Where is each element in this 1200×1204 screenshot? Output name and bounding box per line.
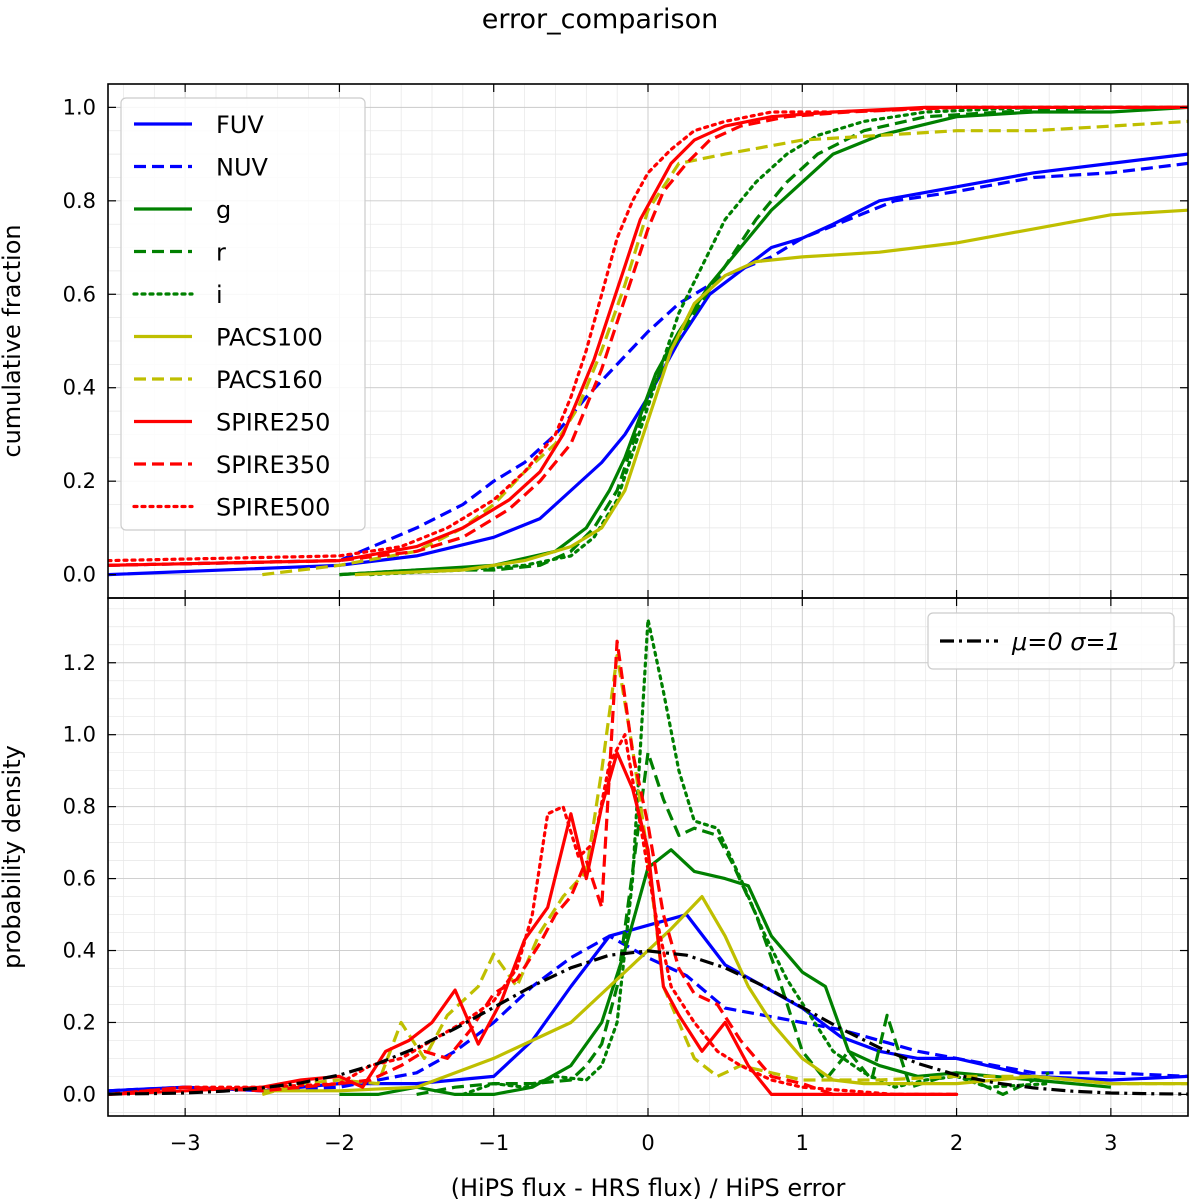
top-legend: FUV NUV gri PACS100 PACS160 SPIRE250 SPIRE350 S… (120, 97, 366, 531)
top-series-line-g (339, 105, 1188, 577)
x-tick-label: 2 (950, 1131, 963, 1155)
top-series-line-spire350 (108, 105, 1188, 567)
bottom-legend-box (927, 612, 1175, 670)
bottom-y-tick-label: 0.0 (63, 1082, 96, 1106)
top-series-line-fuv (108, 152, 1188, 577)
top-y-tick-label: 0.6 (63, 282, 96, 306)
x-tick-label: −2 (324, 1131, 355, 1155)
bottom-series-line-i (461, 617, 1051, 1097)
bottom-series-line-nuv (108, 934, 1188, 1093)
legend-label-pacs100: PACS100 (216, 324, 323, 352)
panel-probability: −3 −2 −1 0 1 2 3 0.0 0.2 0.4 0.6 0.8 1.0 1.2 probabil… (0, 597, 1189, 1202)
top-series-line-spire500 (108, 105, 1188, 563)
bottom-plot-area (108, 617, 1188, 1097)
x-tick-label: 1 (796, 1131, 809, 1155)
top-y-tick-label: 0.4 (63, 376, 96, 400)
top-series-lines (108, 105, 1188, 577)
x-tick-label: 0 (641, 1131, 654, 1155)
legend-label-spire500: SPIRE500 (216, 494, 330, 522)
legend-label-spire250: SPIRE250 (216, 409, 330, 437)
bottom-series-line-pacs160 (261, 653, 1188, 1096)
top-y-tick-label: 0.0 (63, 563, 96, 587)
x-axis-label: (HiPS flux - HRS flux) / HiPS error (451, 1174, 846, 1202)
bottom-y-tick-label: 0.4 (63, 939, 96, 963)
x-tick-label: −3 (170, 1131, 201, 1155)
bottom-y-tick-label: 1.0 (63, 723, 96, 747)
top-series-line-nuv (108, 161, 1188, 567)
bottom-y-tick-label: 0.6 (63, 867, 96, 891)
top-series-line-r (339, 105, 1188, 577)
top-plot-area (108, 105, 1188, 577)
x-tick-label: −1 (478, 1131, 509, 1155)
top-y-tick-label: 1.0 (63, 95, 96, 119)
legend-label-normal: μ=0 σ=1 (1011, 628, 1121, 656)
bottom-y-tick-label: 1.2 (63, 651, 96, 675)
top-y-axis-label: cumulative fraction (0, 224, 26, 457)
legend-label-pacs160: PACS160 (216, 366, 323, 394)
legend-label-nuv: NUV (216, 154, 269, 182)
bottom-legend: μ=0 σ=1 (927, 612, 1175, 670)
bottom-y-tick-label: 0.2 (63, 1010, 96, 1034)
bottom-y-tick-label: 0.8 (63, 795, 96, 819)
bottom-y-axis-label: probability density (0, 745, 26, 969)
bottom-ticks: −3 −2 −1 0 1 2 3 0.0 0.2 0.4 0.6 0.8 1.0 1.2 (63, 598, 1188, 1155)
figure-title: error_comparison (482, 4, 719, 35)
top-y-tick-label: 0.8 (63, 189, 96, 213)
bottom-series-lines (108, 617, 1188, 1097)
bottom-series-line--0-1 (108, 949, 1188, 1096)
legend-label-spire350: SPIRE350 (216, 451, 330, 479)
legend-label-fuv: FUV (216, 111, 264, 139)
top-series-line-pacs100 (354, 208, 1188, 577)
bottom-series-line-pacs100 (262, 894, 1188, 1093)
legend-label-r: r (216, 239, 226, 267)
top-ticks: 0.0 0.2 0.4 0.6 0.8 1.0 (63, 84, 1188, 598)
x-tick-label: 3 (1104, 1131, 1117, 1155)
bottom-series-line-spire250 (108, 751, 957, 1097)
legend-label-i: i (216, 281, 223, 309)
bottom-series-line-spire350 (108, 639, 957, 1097)
panel-cumulative: 0.0 0.2 0.4 0.6 0.8 1.0 cumulative fraction F… (0, 83, 1189, 599)
top-series-line-i (368, 105, 1188, 577)
top-y-tick-label: 0.2 (63, 469, 96, 493)
legend-label-g: g (216, 196, 231, 224)
bottom-series-line-g (339, 848, 1112, 1097)
bottom-series-line-r (416, 751, 1050, 1097)
